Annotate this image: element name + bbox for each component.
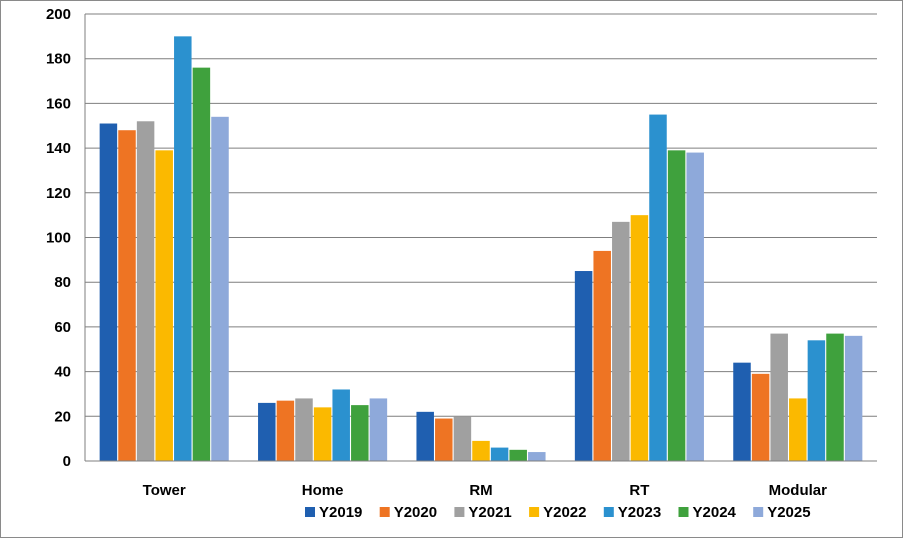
bar-modular-y2023: [807, 340, 826, 461]
y-tick-label: 40: [54, 364, 71, 381]
category-labels: Tower Home RM RT Modular: [143, 482, 827, 499]
legend: Y2019 Y2020 Y2021 Y2022 Y2023 Y2024 Y2025: [305, 504, 811, 521]
legend-swatch: [603, 507, 614, 517]
y-axis-ticks: 0 20 40 60 80 100 120 140 160 180 200: [46, 6, 71, 470]
bar-rt-y2025: [686, 152, 704, 461]
x-category-label: RT: [629, 482, 649, 499]
y-tick-label: 140: [46, 140, 71, 157]
y-tick-label: 60: [54, 319, 71, 336]
bar-home-y2024: [351, 405, 369, 461]
bar-rm-y2024: [509, 449, 527, 461]
bar-rt-y2020: [593, 250, 611, 461]
y-tick-label: 80: [54, 274, 71, 291]
y-tick-label: 0: [63, 453, 71, 470]
bar-rm-y2020: [435, 418, 453, 461]
bars: [99, 36, 863, 461]
legend-swatch: [753, 507, 764, 517]
x-category-label: Tower: [143, 482, 186, 499]
bar-modular-y2025: [844, 335, 863, 461]
bar-tower-y2021: [136, 121, 155, 461]
bar-home-y2023: [332, 389, 350, 461]
bar-modular-y2022: [789, 398, 807, 461]
bar-tower-y2019: [99, 123, 118, 461]
y-tick-label: 120: [46, 185, 71, 202]
bar-tower-y2025: [211, 116, 229, 461]
y-tick-label: 100: [46, 230, 71, 247]
legend-label: Y2023: [618, 504, 661, 521]
bar-home-y2021: [295, 398, 313, 461]
x-category-label: Modular: [769, 482, 827, 499]
bar-tower-y2024: [192, 67, 211, 461]
bar-modular-y2021: [770, 333, 788, 461]
bar-tower-y2022: [155, 150, 173, 461]
legend-label: Y2021: [468, 504, 511, 521]
bar-tower-y2020: [118, 130, 136, 461]
legend-swatch: [678, 507, 689, 517]
bar-modular-y2019: [733, 362, 751, 461]
legend-label: Y2020: [394, 504, 437, 521]
legend-label: Y2019: [319, 504, 362, 521]
bar-rm-y2022: [472, 440, 490, 461]
bar-modular-y2024: [826, 333, 844, 461]
legend-swatch: [529, 507, 540, 517]
legend-swatch: [454, 507, 465, 517]
bar-rt-y2023: [649, 114, 667, 461]
legend-swatch: [305, 507, 315, 517]
bar-modular-y2020: [751, 373, 770, 461]
bar-home-y2019: [258, 402, 276, 461]
x-category-label: Home: [302, 482, 344, 499]
bar-rt-y2021: [612, 221, 630, 461]
bar-tower-y2023: [174, 36, 192, 461]
x-axis: [84, 14, 877, 462]
legend-label: Y2025: [767, 504, 810, 521]
bar-rm-y2021: [453, 416, 472, 461]
y-tick-label: 180: [46, 51, 71, 68]
y-tick-label: 160: [46, 95, 71, 112]
legend-label: Y2024: [693, 504, 737, 521]
x-category-label: RM: [469, 482, 492, 499]
bar-rm-y2023: [490, 447, 509, 461]
bar-rt-y2019: [574, 271, 593, 461]
legend-swatch: [379, 507, 390, 517]
bar-home-y2020: [276, 400, 295, 461]
bar-rm-y2025: [528, 452, 546, 461]
bar-home-y2022: [313, 407, 332, 461]
bar-home-y2025: [369, 398, 388, 461]
legend-label: Y2022: [543, 504, 586, 521]
bar-rm-y2019: [416, 411, 434, 461]
y-tick-label: 20: [54, 408, 71, 425]
bar-rt-y2022: [630, 215, 649, 461]
bar-rt-y2024: [667, 150, 686, 461]
y-tick-label: 200: [46, 6, 71, 23]
